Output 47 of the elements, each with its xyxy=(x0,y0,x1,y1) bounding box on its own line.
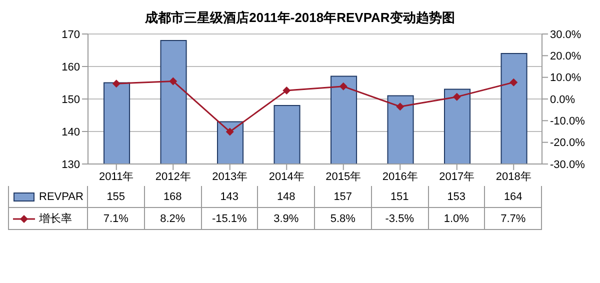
point xyxy=(339,82,348,90)
data-label: 157 xyxy=(315,186,372,207)
data-label: 164 xyxy=(485,186,542,207)
y2-tick-label: -20.0% xyxy=(550,137,586,150)
data-label: 1.0% xyxy=(428,208,486,229)
x-tick-label: 2011年 xyxy=(99,170,134,183)
point xyxy=(282,86,291,95)
y2-tick-label: 10.0% xyxy=(550,72,582,84)
data-label: 148 xyxy=(258,186,315,207)
data-label: 168 xyxy=(144,186,202,207)
data-label: -3.5% xyxy=(372,208,428,229)
point xyxy=(112,80,120,88)
data-label: 155 xyxy=(88,186,145,207)
legend-label: 增长率 xyxy=(39,212,72,226)
x-tick-label: 2012年 xyxy=(155,170,191,183)
legend-label: REVPAR xyxy=(39,190,84,202)
x-tick-label: 2014年 xyxy=(268,170,304,183)
data-label: -15.1% xyxy=(202,208,258,229)
point xyxy=(396,102,404,111)
data-label: 7.1% xyxy=(88,208,145,229)
y-tick-label: 170 xyxy=(62,28,80,41)
point xyxy=(169,77,178,86)
x-tick-label: 2013年 xyxy=(212,170,248,183)
x-tick-label: 2016年 xyxy=(382,170,418,183)
point xyxy=(226,128,234,136)
y-tick-label: 150 xyxy=(62,94,80,106)
x-tick-label: 2015年 xyxy=(326,170,362,183)
point xyxy=(510,78,518,86)
data-label: 153 xyxy=(428,186,486,207)
y-tick-label: 130 xyxy=(62,158,80,171)
y2-tick-label: 0.0% xyxy=(550,94,576,106)
data-label: 7.7% xyxy=(485,208,542,229)
data-label: 3.9% xyxy=(258,208,315,229)
data-label: 151 xyxy=(372,186,428,207)
y-tick-label: 160 xyxy=(62,61,80,74)
data-label: 5.8% xyxy=(315,208,372,229)
y2-tick-label: -10.0% xyxy=(550,116,586,128)
x-tick-label: 2018年 xyxy=(496,170,532,183)
point xyxy=(452,92,461,101)
y2-tick-label: 30.0% xyxy=(550,28,582,41)
data-label: 8.2% xyxy=(144,208,202,229)
chart-title: 成都市三星级酒店2011年-2018年REVPAR变动趋势图 xyxy=(144,9,456,27)
data-label: 143 xyxy=(202,186,258,207)
y-tick-label: 140 xyxy=(62,126,80,138)
y2-tick-label: 20.0% xyxy=(550,50,582,63)
x-tick-label: 2017年 xyxy=(439,170,475,183)
y2-tick-label: -30.0% xyxy=(550,158,586,171)
